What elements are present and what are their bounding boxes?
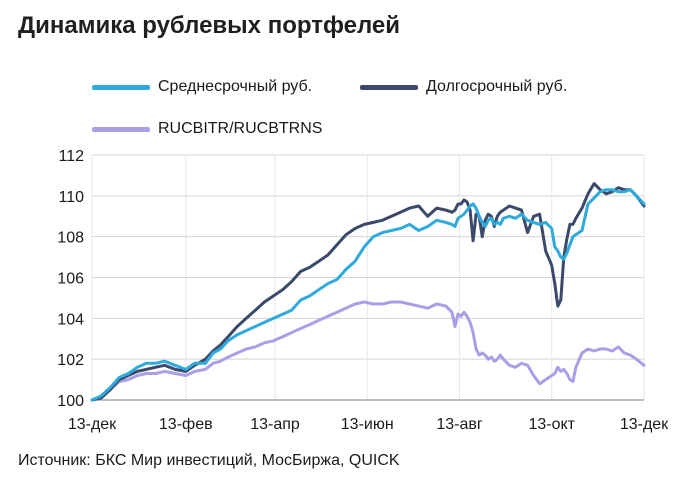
legend-label-medium: Среднесрочный руб. — [158, 78, 313, 95]
x-tick-label-1: 13-фев — [159, 416, 213, 433]
chart-title: Динамика рублевых портфелей — [18, 12, 401, 39]
y-tick-label-5: 110 — [58, 189, 84, 206]
legend-swatch-long — [360, 84, 418, 90]
x-tick-label-3: 13-июн — [341, 416, 394, 433]
legend-item-long: Долгосрочный руб. — [360, 78, 567, 96]
y-axis: 100 102 104 106 108 110 112 — [57, 148, 84, 410]
y-tick-label-4: 108 — [57, 230, 84, 247]
x-tick-label-2: 13-апр — [250, 416, 300, 433]
legend-label-index: RUCBITR/RUCBTRNS — [158, 120, 323, 137]
legend-swatch-index — [92, 126, 150, 132]
legend-item-medium: Среднесрочный руб. — [92, 78, 312, 96]
series-lines — [90, 182, 646, 402]
legend-item-index: RUCBITR/RUCBTRNS — [92, 120, 322, 138]
legend-label-long: Долгосрочный руб. — [426, 78, 568, 95]
legend-swatch-medium — [92, 84, 150, 90]
y-tick-label-6: 112 — [58, 148, 84, 165]
x-tick-label-6: 13-дек — [620, 416, 669, 433]
x-tick-label-4: 13-авг — [436, 416, 483, 433]
series-line-1 — [90, 182, 646, 402]
x-tick-label-0: 13-дек — [68, 416, 117, 433]
y-tick-label-2: 104 — [57, 311, 84, 328]
source-note: Источник: БКС Мир инвестиций, МосБиржа, … — [18, 452, 400, 469]
y-tick-label-1: 102 — [57, 352, 84, 369]
series-line-2 — [90, 300, 646, 402]
y-tick-label-3: 106 — [57, 271, 84, 288]
x-axis: 13-дек 13-фев 13-апр 13-июн 13-авг 13-окт 13-д… — [68, 416, 669, 433]
y-tick-label-0: 100 — [57, 393, 84, 410]
x-tick-label-5: 13-окт — [528, 416, 575, 433]
series-line-0 — [90, 188, 646, 402]
